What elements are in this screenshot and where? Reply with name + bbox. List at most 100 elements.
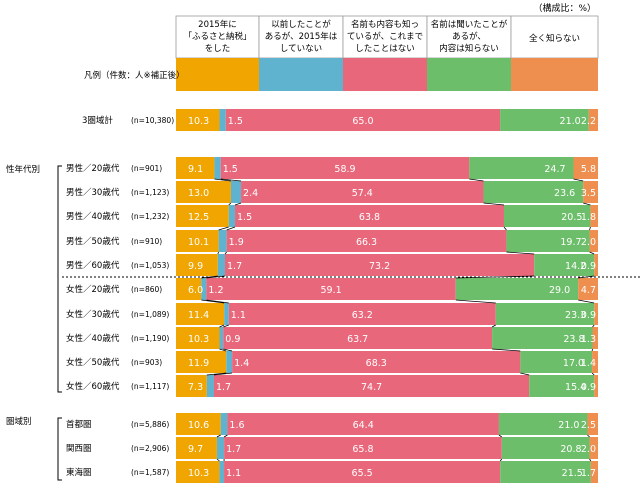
row-n: (n=1,053) — [131, 261, 169, 270]
data-label: 1.4 — [581, 358, 596, 369]
row-label: 東海圏 — [66, 467, 92, 478]
legend-label: していない — [280, 44, 322, 54]
data-label: 2.5 — [581, 420, 596, 431]
connector-line — [590, 227, 591, 230]
bar-segment — [226, 351, 232, 373]
data-label: 3.5 — [581, 188, 596, 199]
data-label: 57.4 — [352, 188, 373, 199]
data-label: 20.5 — [561, 212, 582, 223]
row-n: (n=901) — [131, 164, 162, 173]
data-label: 6.0 — [188, 285, 203, 296]
connector-line — [225, 252, 227, 254]
data-label: 63.7 — [347, 334, 368, 345]
data-label: 29.0 — [549, 285, 570, 296]
data-label: 21.0 — [558, 420, 579, 431]
bar-segment — [231, 181, 241, 203]
connector-line — [235, 203, 241, 205]
data-label: 0.9 — [581, 310, 596, 321]
connector-line — [506, 252, 534, 254]
data-label: 11.4 — [188, 310, 209, 321]
data-label: 59.1 — [321, 285, 342, 296]
connector-line — [217, 435, 221, 437]
connector-line — [218, 252, 219, 254]
bar-segment — [218, 254, 225, 276]
connector-line — [583, 203, 590, 205]
data-label: 65.0 — [352, 116, 373, 127]
row-label: 男性／20歳代 — [66, 163, 120, 174]
row-n: (n=2,906) — [131, 444, 169, 453]
legend-label: あるが、 — [452, 31, 486, 42]
data-label: 11.9 — [188, 358, 209, 369]
connector-line — [574, 179, 584, 181]
data-label: 1.4 — [234, 358, 249, 369]
legend-label: 「ふるさと納税」 — [183, 31, 251, 42]
legend-label: をした — [205, 44, 231, 54]
data-label: 68.3 — [366, 358, 387, 369]
row-n: (n=1,123) — [131, 188, 169, 197]
connector-line — [456, 300, 496, 303]
legend-label: したことはない — [355, 44, 415, 54]
data-label: 1.7 — [226, 444, 241, 455]
data-label: 9.1 — [188, 164, 203, 175]
data-label: 1.7 — [216, 382, 231, 393]
data-label: 1.9 — [229, 237, 244, 248]
legend-label: 全く知らない — [529, 33, 580, 44]
data-label: 19.7 — [560, 237, 581, 248]
data-label: 0.9 — [581, 261, 596, 272]
data-label: 10.3 — [188, 468, 209, 479]
data-label: 73.2 — [369, 261, 390, 272]
connector-line — [590, 459, 591, 461]
connector-line — [520, 373, 529, 375]
data-label: 21.0 — [560, 116, 581, 127]
row-n: (n=1,190) — [131, 334, 169, 343]
row-label: 男性／30歳代 — [66, 187, 120, 198]
row-n: (n=5,886) — [131, 420, 169, 429]
connector-line — [593, 325, 595, 327]
bar-segment — [224, 303, 229, 325]
connector-line — [484, 203, 504, 205]
connector-line — [590, 252, 595, 254]
group-label: 性年代別 — [6, 164, 40, 175]
legend-swatch — [427, 58, 511, 91]
group-label: 圏域別 — [6, 416, 32, 427]
data-label: 65.8 — [352, 444, 373, 455]
data-label: 20.8 — [560, 444, 581, 455]
legend-label: 名前は聞いたことが — [431, 19, 508, 30]
data-label: 1.5 — [237, 212, 252, 223]
data-label: 1.2 — [208, 285, 223, 296]
row-label: 男性／60歳代 — [66, 260, 120, 271]
row-n: (n=910) — [131, 237, 162, 246]
bar-segment — [219, 327, 223, 349]
row-label: 女性／30歳代 — [66, 309, 120, 320]
data-label: 10.3 — [188, 116, 209, 127]
data-label: 2.2 — [581, 116, 596, 127]
data-label: 0.9 — [581, 382, 596, 393]
data-label: 1.7 — [581, 468, 596, 479]
legend-swatch — [259, 58, 343, 91]
connector-line — [492, 325, 496, 327]
data-label: 64.4 — [353, 420, 374, 431]
data-label: 9.9 — [188, 261, 203, 272]
data-label: 58.9 — [334, 164, 355, 175]
group-bracket — [58, 418, 62, 480]
connector-line — [504, 227, 506, 230]
data-label: 0.9 — [225, 334, 240, 345]
data-label: 12.5 — [188, 212, 209, 223]
connector-line — [587, 435, 589, 437]
data-label: 4.7 — [581, 285, 596, 296]
row-n: (n=1,089) — [131, 310, 169, 319]
data-label: 1.6 — [229, 420, 244, 431]
row-label: 首都圏 — [66, 419, 92, 430]
data-label: 9.7 — [188, 444, 203, 455]
row-label: 3圏域計 — [82, 115, 113, 126]
connector-line — [592, 373, 594, 375]
connector-line — [224, 435, 227, 437]
data-label: 1.5 — [228, 116, 243, 127]
data-label: 1.8 — [581, 212, 596, 223]
data-label: 1.1 — [226, 468, 241, 479]
bar-segment — [219, 461, 224, 483]
bar-segment — [221, 413, 228, 435]
legend-swatch — [176, 58, 259, 91]
